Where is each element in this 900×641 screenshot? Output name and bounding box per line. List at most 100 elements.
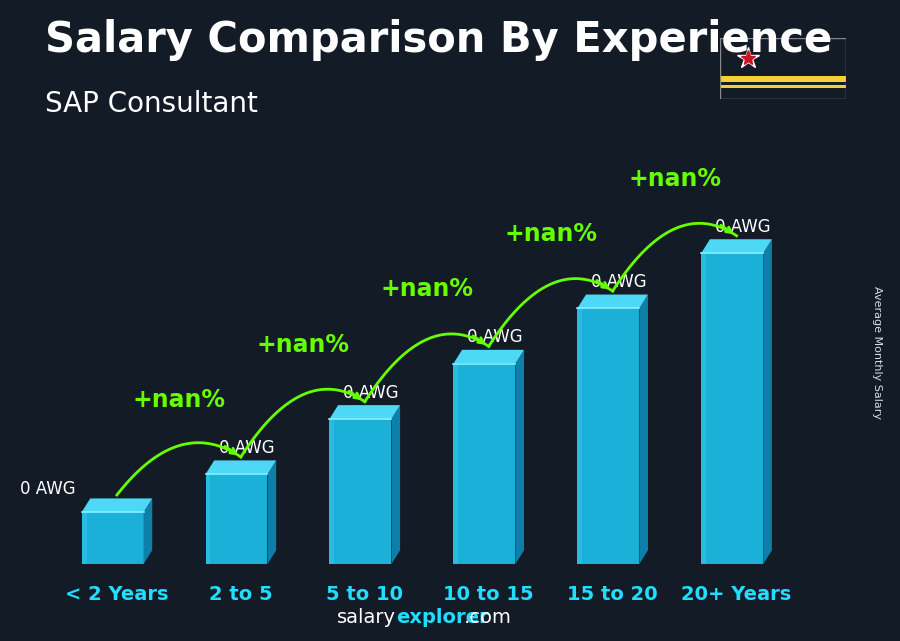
Bar — [0, 263, 900, 269]
Text: 15 to 20: 15 to 20 — [567, 585, 658, 604]
Bar — [0, 167, 900, 173]
Bar — [0, 353, 900, 359]
Bar — [0, 513, 900, 519]
Bar — [0, 83, 900, 90]
Bar — [0, 474, 900, 481]
Bar — [0, 179, 900, 186]
Bar — [0, 38, 900, 45]
Bar — [0, 423, 900, 429]
Polygon shape — [144, 499, 152, 564]
Bar — [0, 551, 900, 558]
Bar — [0, 609, 900, 615]
Bar — [0, 71, 900, 77]
Bar — [0, 51, 900, 58]
Bar — [0, 212, 900, 218]
Bar — [0, 135, 900, 141]
Bar — [0, 115, 900, 122]
Bar — [0, 500, 900, 506]
Bar — [0, 58, 900, 64]
Bar — [0, 372, 900, 378]
Bar — [0, 77, 900, 83]
Bar — [0, 558, 900, 564]
Polygon shape — [205, 474, 267, 564]
Bar — [0, 64, 900, 71]
Polygon shape — [267, 460, 276, 564]
Text: 0 AWG: 0 AWG — [343, 384, 399, 402]
Bar — [0, 308, 900, 314]
Polygon shape — [82, 512, 86, 564]
Polygon shape — [329, 419, 392, 564]
Bar — [0, 199, 900, 205]
Polygon shape — [577, 294, 648, 308]
Bar — [0, 96, 900, 103]
Bar — [0, 276, 900, 282]
Bar — [0, 391, 900, 397]
Bar — [0, 442, 900, 449]
Bar — [720, 85, 846, 88]
Polygon shape — [454, 363, 458, 564]
Text: SAP Consultant: SAP Consultant — [45, 90, 258, 118]
Bar — [0, 417, 900, 423]
Polygon shape — [701, 253, 763, 564]
Polygon shape — [82, 499, 152, 512]
Bar — [0, 570, 900, 577]
Bar — [0, 545, 900, 551]
Text: +nan%: +nan% — [504, 222, 598, 246]
Bar — [0, 122, 900, 128]
Text: 0 AWG: 0 AWG — [20, 480, 76, 499]
Bar — [0, 526, 900, 532]
Bar — [0, 622, 900, 628]
Bar — [0, 224, 900, 231]
Polygon shape — [577, 308, 582, 564]
Text: 0 AWG: 0 AWG — [715, 218, 770, 236]
Bar — [0, 26, 900, 32]
Bar — [0, 154, 900, 160]
Polygon shape — [82, 512, 144, 564]
Bar — [0, 282, 900, 288]
Bar — [0, 314, 900, 320]
Bar — [0, 449, 900, 455]
Text: explorer: explorer — [396, 608, 489, 627]
Bar — [0, 128, 900, 135]
Bar — [0, 429, 900, 436]
Bar — [0, 519, 900, 526]
Bar — [0, 359, 900, 365]
Text: 5 to 10: 5 to 10 — [327, 585, 403, 604]
Text: < 2 Years: < 2 Years — [65, 585, 168, 604]
Bar — [0, 494, 900, 500]
Bar — [0, 45, 900, 51]
Bar — [0, 0, 900, 6]
Polygon shape — [763, 239, 772, 564]
Bar — [0, 564, 900, 570]
Bar — [0, 192, 900, 199]
Bar — [0, 365, 900, 372]
Bar — [0, 462, 900, 468]
Polygon shape — [639, 294, 648, 564]
Bar — [0, 397, 900, 404]
Bar — [0, 205, 900, 212]
Text: Salary Comparison By Experience: Salary Comparison By Experience — [45, 19, 832, 62]
Bar — [0, 6, 900, 13]
Bar — [0, 32, 900, 38]
Text: +nan%: +nan% — [380, 278, 473, 301]
Bar — [0, 506, 900, 513]
Bar — [0, 295, 900, 301]
Polygon shape — [701, 239, 772, 253]
Bar — [0, 538, 900, 545]
Bar — [720, 76, 846, 82]
Polygon shape — [701, 253, 706, 564]
Bar — [0, 109, 900, 115]
Text: +nan%: +nan% — [132, 388, 225, 412]
Polygon shape — [205, 474, 211, 564]
Bar — [0, 13, 900, 19]
Text: 10 to 15: 10 to 15 — [444, 585, 534, 604]
Bar — [0, 455, 900, 462]
Bar — [0, 103, 900, 109]
Text: Average Monthly Salary: Average Monthly Salary — [872, 286, 883, 419]
Bar — [0, 603, 900, 609]
Bar — [0, 385, 900, 391]
Bar — [0, 141, 900, 147]
Text: 0 AWG: 0 AWG — [220, 439, 274, 457]
Bar — [0, 378, 900, 385]
Bar — [0, 481, 900, 487]
